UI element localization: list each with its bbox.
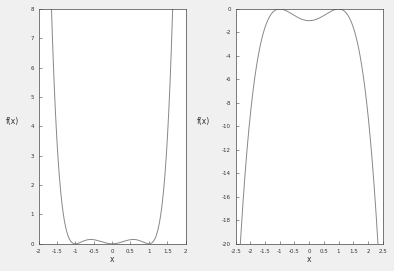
X-axis label: x: x bbox=[110, 255, 114, 264]
X-axis label: x: x bbox=[307, 255, 311, 264]
Y-axis label: f(x): f(x) bbox=[6, 117, 19, 126]
Y-axis label: f(x): f(x) bbox=[197, 117, 210, 126]
